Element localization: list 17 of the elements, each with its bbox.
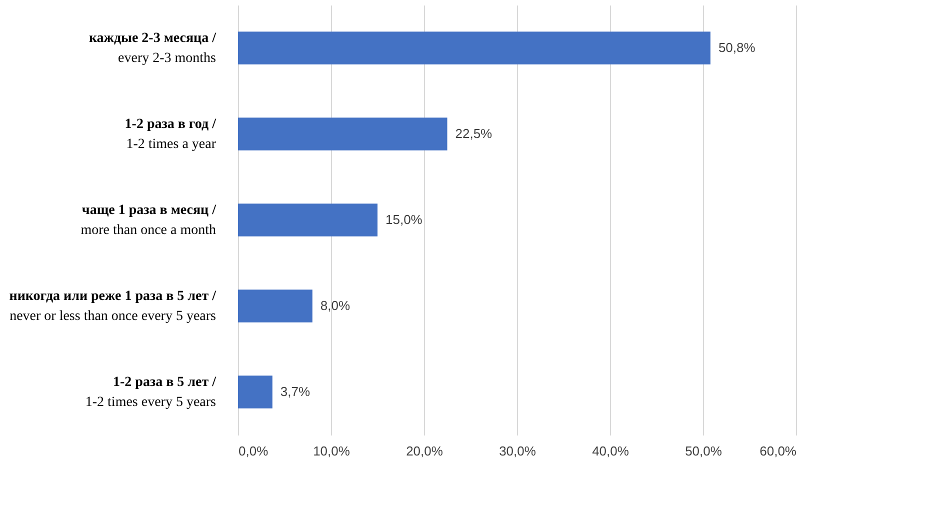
- x-tick-label: 50,0%: [685, 444, 722, 458]
- data-label: 50,8%: [718, 40, 756, 55]
- x-tick-label: 0,0%: [238, 444, 269, 458]
- data-label: 8,0%: [320, 298, 350, 313]
- data-label: 3,7%: [280, 384, 310, 399]
- x-tick-label: 60,0%: [760, 444, 797, 458]
- category-label: чаще 1 раза в месяц / more than once a month: [80, 203, 216, 238]
- x-tick-label: 40,0%: [592, 444, 630, 458]
- data-label: 15,0%: [386, 212, 423, 227]
- x-tick-label: 30,0%: [499, 444, 536, 458]
- x-tick-label: 20,0%: [406, 444, 444, 458]
- x-tick-label: 10,0%: [313, 444, 350, 458]
- data-label: 22,5%: [455, 126, 493, 141]
- category-label: 1-2 раза в год / 1-2 times a year: [124, 117, 216, 152]
- category-label: никогда или реже 1 раза в 5 лет / never or less than once every 5 years: [9, 289, 216, 324]
- category-label: 1-2 раза в 5 лет / 1-2 times every 5 years: [85, 375, 216, 410]
- category-label: каждые 2-3 месяца / every 2-3 months: [88, 31, 216, 66]
